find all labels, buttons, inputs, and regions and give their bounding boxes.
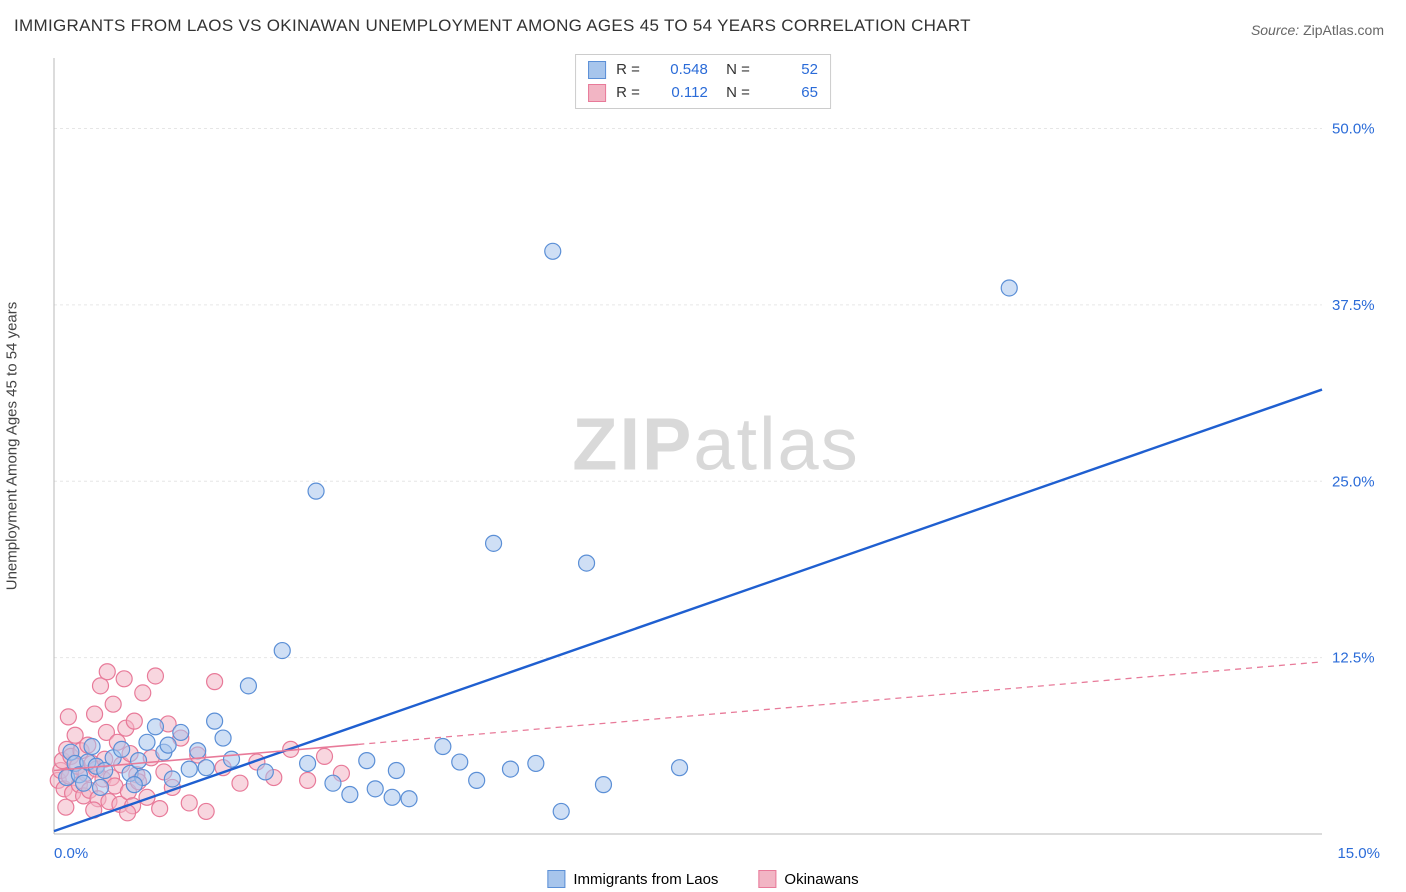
corr-row-okinawans: R = 0.112 N = 65 xyxy=(588,82,818,105)
swatch-okinawans xyxy=(588,84,606,102)
legend-item-okinawans: Okinawans xyxy=(758,870,858,888)
svg-text:15.0%: 15.0% xyxy=(1337,845,1380,862)
legend-item-laos: Immigrants from Laos xyxy=(547,870,718,888)
n-value-okinawans: 65 xyxy=(760,82,818,105)
source-label: Source: xyxy=(1251,22,1299,38)
corr-row-laos: R = 0.548 N = 52 xyxy=(588,59,818,82)
chart-area: 12.5%25.0%37.5%50.0%0.0%15.0% ZIPatlas xyxy=(46,50,1386,870)
legend-label-okinawans: Okinawans xyxy=(784,871,858,888)
r-value-laos: 0.548 xyxy=(650,59,708,82)
scatter-chart: 12.5% 25.0% 37.5% 50.0% 0.0% 15.0% xyxy=(46,50,1386,870)
legend-label-laos: Immigrants from Laos xyxy=(573,871,718,888)
n-value-laos: 52 xyxy=(760,59,818,82)
series-legend: Immigrants from Laos Okinawans xyxy=(547,870,858,888)
source-value: ZipAtlas.com xyxy=(1303,22,1384,38)
r-value-okinawans: 0.112 xyxy=(650,82,708,105)
swatch-okinawans-icon xyxy=(758,870,776,888)
correlation-legend: R = 0.548 N = 52 R = 0.112 N = 65 xyxy=(575,54,831,109)
chart-title: IMMIGRANTS FROM LAOS VS OKINAWAN UNEMPLO… xyxy=(14,16,971,36)
svg-text:0.0%: 0.0% xyxy=(54,845,88,862)
y-axis-label: Unemployment Among Ages 45 to 54 years xyxy=(4,302,21,591)
source: Source: ZipAtlas.com xyxy=(1251,22,1384,38)
swatch-laos xyxy=(588,61,606,79)
svg-text:50.0%: 50.0% xyxy=(1332,121,1375,138)
svg-text:12.5%: 12.5% xyxy=(1332,650,1375,667)
svg-text:25.0%: 25.0% xyxy=(1332,473,1375,490)
svg-text:37.5%: 37.5% xyxy=(1332,297,1375,314)
swatch-laos-icon xyxy=(547,870,565,888)
